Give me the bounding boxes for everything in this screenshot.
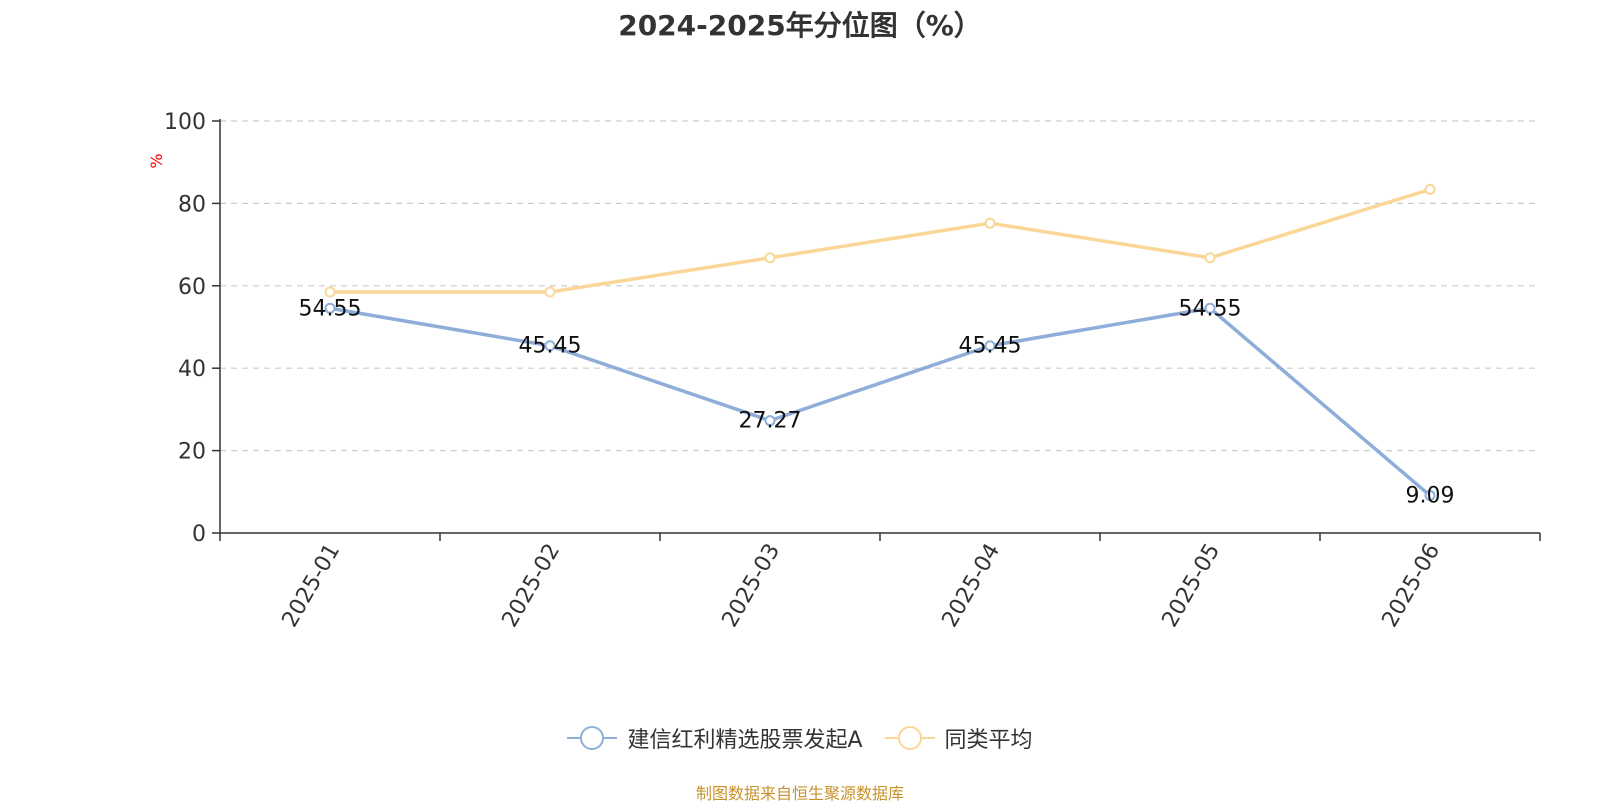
legend-item-fund[interactable]: 建信红利精选股票发起A xyxy=(567,722,863,754)
y-tick-label: 80 xyxy=(178,192,206,217)
x-tick-label: 2025-02 xyxy=(498,540,566,632)
data-source-note: 制图数据来自恒生聚源数据库 xyxy=(695,784,904,803)
fund-data-point xyxy=(1424,490,1436,502)
legend-fund-label: 建信红利精选股票发起A xyxy=(627,728,863,753)
peer-average-data-point xyxy=(324,286,336,298)
y-tick-label: 40 xyxy=(178,357,206,382)
fund-data-point xyxy=(1204,302,1216,314)
peer-average-data-point xyxy=(1204,252,1216,264)
x-tick-label: 2025-06 xyxy=(1378,540,1446,632)
peer-average-data-point xyxy=(984,217,996,229)
peer-average-series-line xyxy=(330,187,1431,294)
fund-data-label: 27.27 xyxy=(739,409,802,434)
x-tick-label: 2025-03 xyxy=(718,540,786,632)
fund-series-line xyxy=(329,306,1432,497)
fund-data-point xyxy=(764,415,776,427)
fund-data-label: 45.45 xyxy=(959,334,1022,359)
fund-data-point xyxy=(324,302,336,314)
x-tick-label: 2025-04 xyxy=(938,540,1006,632)
peer-average-data-point xyxy=(544,286,556,298)
legend-item-peer-average[interactable]: 同类平均 xyxy=(884,722,1033,754)
y-tick-label: 0 xyxy=(192,522,206,547)
peer-average-data-point xyxy=(764,252,776,264)
chart-legend: 建信红利精选股票发起A 同类平均 xyxy=(0,722,1600,754)
fund-data-label: 54.55 xyxy=(299,296,362,321)
fund-data-label: 45.45 xyxy=(519,334,582,359)
legend-fund-symbol-icon xyxy=(567,726,618,750)
x-tick-label: 2025-05 xyxy=(1158,540,1226,632)
y-tick-label: 20 xyxy=(178,440,206,465)
fund-data-point xyxy=(984,340,996,352)
fund-data-label: 54.55 xyxy=(1179,296,1242,321)
legend-peer-label: 同类平均 xyxy=(944,728,1033,753)
chart-title: 2024-2025年分位图（%） xyxy=(618,9,982,42)
legend-peer-symbol-icon xyxy=(884,726,935,750)
fund-data-point xyxy=(544,340,556,352)
peer-average-data-point xyxy=(1424,183,1436,195)
fund-data-label: 9.09 xyxy=(1406,484,1455,509)
y-tick-label: 60 xyxy=(178,275,206,300)
y-tick-label: 100 xyxy=(164,110,206,135)
y-axis-label: % xyxy=(147,153,166,168)
x-tick-label: 2025-01 xyxy=(278,540,346,632)
